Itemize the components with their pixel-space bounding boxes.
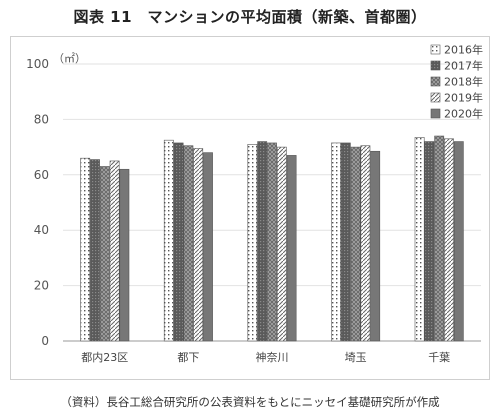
bar	[434, 135, 445, 342]
bar	[331, 142, 341, 342]
legend-swatch	[430, 108, 441, 119]
x-category-label: 都内23区	[81, 350, 128, 364]
chart-title: 図表 11 マンションの平均面積（新築、首都圏）	[73, 8, 427, 26]
bar	[183, 145, 194, 342]
bar	[414, 137, 425, 342]
bar	[99, 166, 110, 342]
bar	[340, 142, 351, 342]
y-tick-label: 100	[26, 57, 49, 71]
bar	[350, 146, 361, 342]
bar	[370, 150, 381, 342]
bar-chart: 0 20 40 60 80 100 （㎡） 都内23区 都下 神奈川 埼玉 千葉 2016年 2017年…	[26, 43, 483, 365]
bar	[267, 142, 277, 342]
legend-swatch	[430, 76, 441, 87]
legend-swatch	[430, 92, 441, 103]
bar	[360, 145, 371, 342]
source-note: （資料）長谷工総合研究所の公表資料をもとにニッセイ基礎研究所が作成	[60, 395, 440, 409]
bar	[90, 159, 100, 342]
y-tick-label: 40	[34, 223, 49, 237]
bar	[286, 155, 297, 342]
legend-label: 2020年	[444, 107, 483, 121]
legend-label: 2016年	[444, 43, 483, 57]
legend-swatch	[430, 44, 441, 55]
legend-label: 2019年	[444, 91, 483, 105]
x-category-label: 埼玉	[345, 350, 367, 364]
y-tick-label: 20	[34, 279, 49, 293]
bar	[163, 139, 174, 342]
bar	[453, 141, 464, 342]
chart-frame: 0 20 40 60 80 100 （㎡） 都内23区 都下 神奈川 埼玉 千葉 2016年 2017年…	[10, 36, 490, 380]
bar	[119, 168, 130, 342]
legend-label: 2018年	[444, 75, 483, 89]
y-tick-label: 60	[34, 168, 49, 182]
bar	[80, 157, 91, 342]
x-category-label: 都下	[177, 351, 199, 364]
bar	[203, 152, 213, 342]
y-unit-label: （㎡）	[53, 52, 86, 65]
bar	[257, 141, 268, 342]
bar	[276, 146, 287, 342]
x-category-label: 千葉	[428, 350, 450, 364]
legend-label: 2017年	[444, 59, 483, 73]
bar	[247, 144, 258, 342]
bar	[444, 138, 454, 342]
bar	[109, 160, 120, 342]
bar	[424, 141, 435, 342]
bar	[193, 148, 204, 342]
legend-swatch	[430, 60, 441, 71]
bar	[173, 142, 184, 342]
y-tick-label: 80	[34, 112, 49, 126]
y-tick-label: 0	[41, 334, 49, 348]
x-category-label: 神奈川	[256, 350, 289, 364]
